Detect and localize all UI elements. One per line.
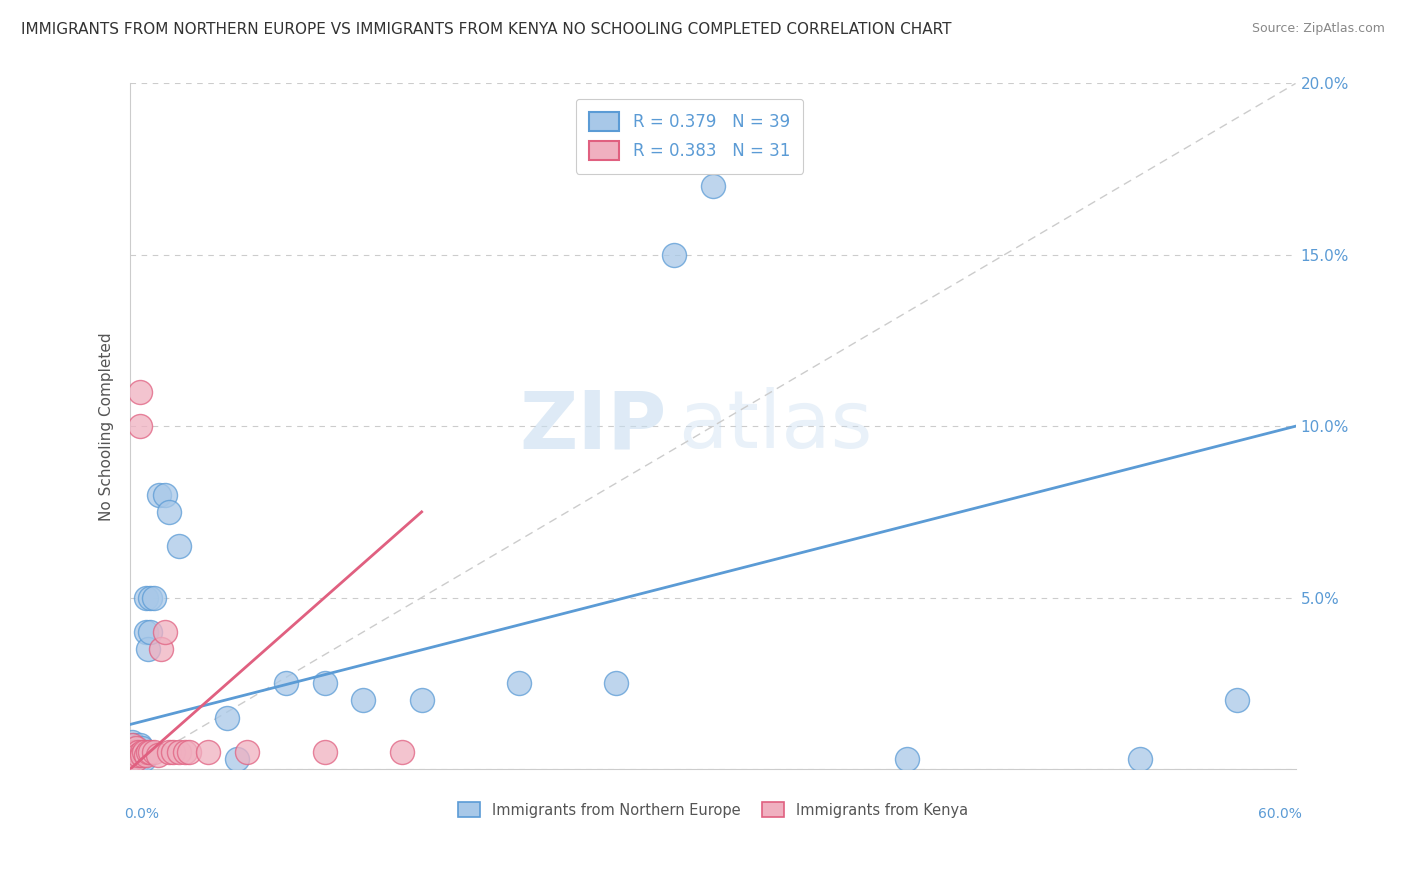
Text: 60.0%: 60.0% [1257,806,1302,821]
Point [132,752,155,766]
Y-axis label: No Schooling Completed: No Schooling Completed [100,332,114,521]
Legend: Immigrants from Northern Europe, Immigrants from Kenya: Immigrants from Northern Europe, Immigra… [453,797,973,823]
Point [662,248,685,262]
Point [122,738,145,752]
Point [131,741,153,756]
Point [135,748,157,763]
Point [274,676,297,690]
Point [122,748,145,763]
Point [314,745,336,759]
Point [139,591,162,605]
Point [702,179,724,194]
Point [131,748,153,763]
Point [125,752,148,766]
Point [127,748,149,763]
Point [217,710,239,724]
Point [131,745,153,759]
Point [129,752,152,766]
Point [314,676,336,690]
Point [605,676,627,690]
Point [132,745,155,759]
Point [125,741,148,756]
Point [139,745,162,759]
Point [131,748,153,763]
Point [121,752,143,766]
Text: Source: ZipAtlas.com: Source: ZipAtlas.com [1251,22,1385,36]
Point [146,748,169,763]
Point [135,591,157,605]
Point [129,745,152,759]
Point [127,745,149,759]
Text: ZIP: ZIP [519,387,666,466]
Point [136,642,159,657]
Point [148,488,170,502]
Point [896,752,918,766]
Point [142,591,165,605]
Point [127,748,149,763]
Point [125,745,148,759]
Point [129,419,152,434]
Point [411,693,433,707]
Point [125,745,148,759]
Point [226,752,249,766]
Point [132,745,155,759]
Point [391,745,413,759]
Point [127,745,149,759]
Point [125,741,148,756]
Point [162,745,184,759]
Point [125,752,148,766]
Point [177,745,200,759]
Point [150,642,173,657]
Point [121,745,143,759]
Point [167,539,190,553]
Point [129,384,152,399]
Point [157,505,180,519]
Point [155,624,177,639]
Point [136,745,159,759]
Point [139,624,162,639]
Point [142,745,165,759]
Point [352,693,374,707]
Point [121,745,143,759]
Point [167,745,190,759]
Text: 0.0%: 0.0% [125,806,159,821]
Point [1226,693,1249,707]
Point [155,488,177,502]
Point [121,734,143,748]
Point [508,676,530,690]
Point [135,624,157,639]
Point [121,738,143,752]
Point [122,745,145,759]
Point [173,745,195,759]
Point [236,745,259,759]
Point [197,745,219,759]
Point [122,748,145,763]
Text: IMMIGRANTS FROM NORTHERN EUROPE VS IMMIGRANTS FROM KENYA NO SCHOOLING COMPLETED : IMMIGRANTS FROM NORTHERN EUROPE VS IMMIG… [21,22,952,37]
Point [129,738,152,752]
Point [157,745,180,759]
Text: atlas: atlas [678,387,872,466]
Point [1129,752,1152,766]
